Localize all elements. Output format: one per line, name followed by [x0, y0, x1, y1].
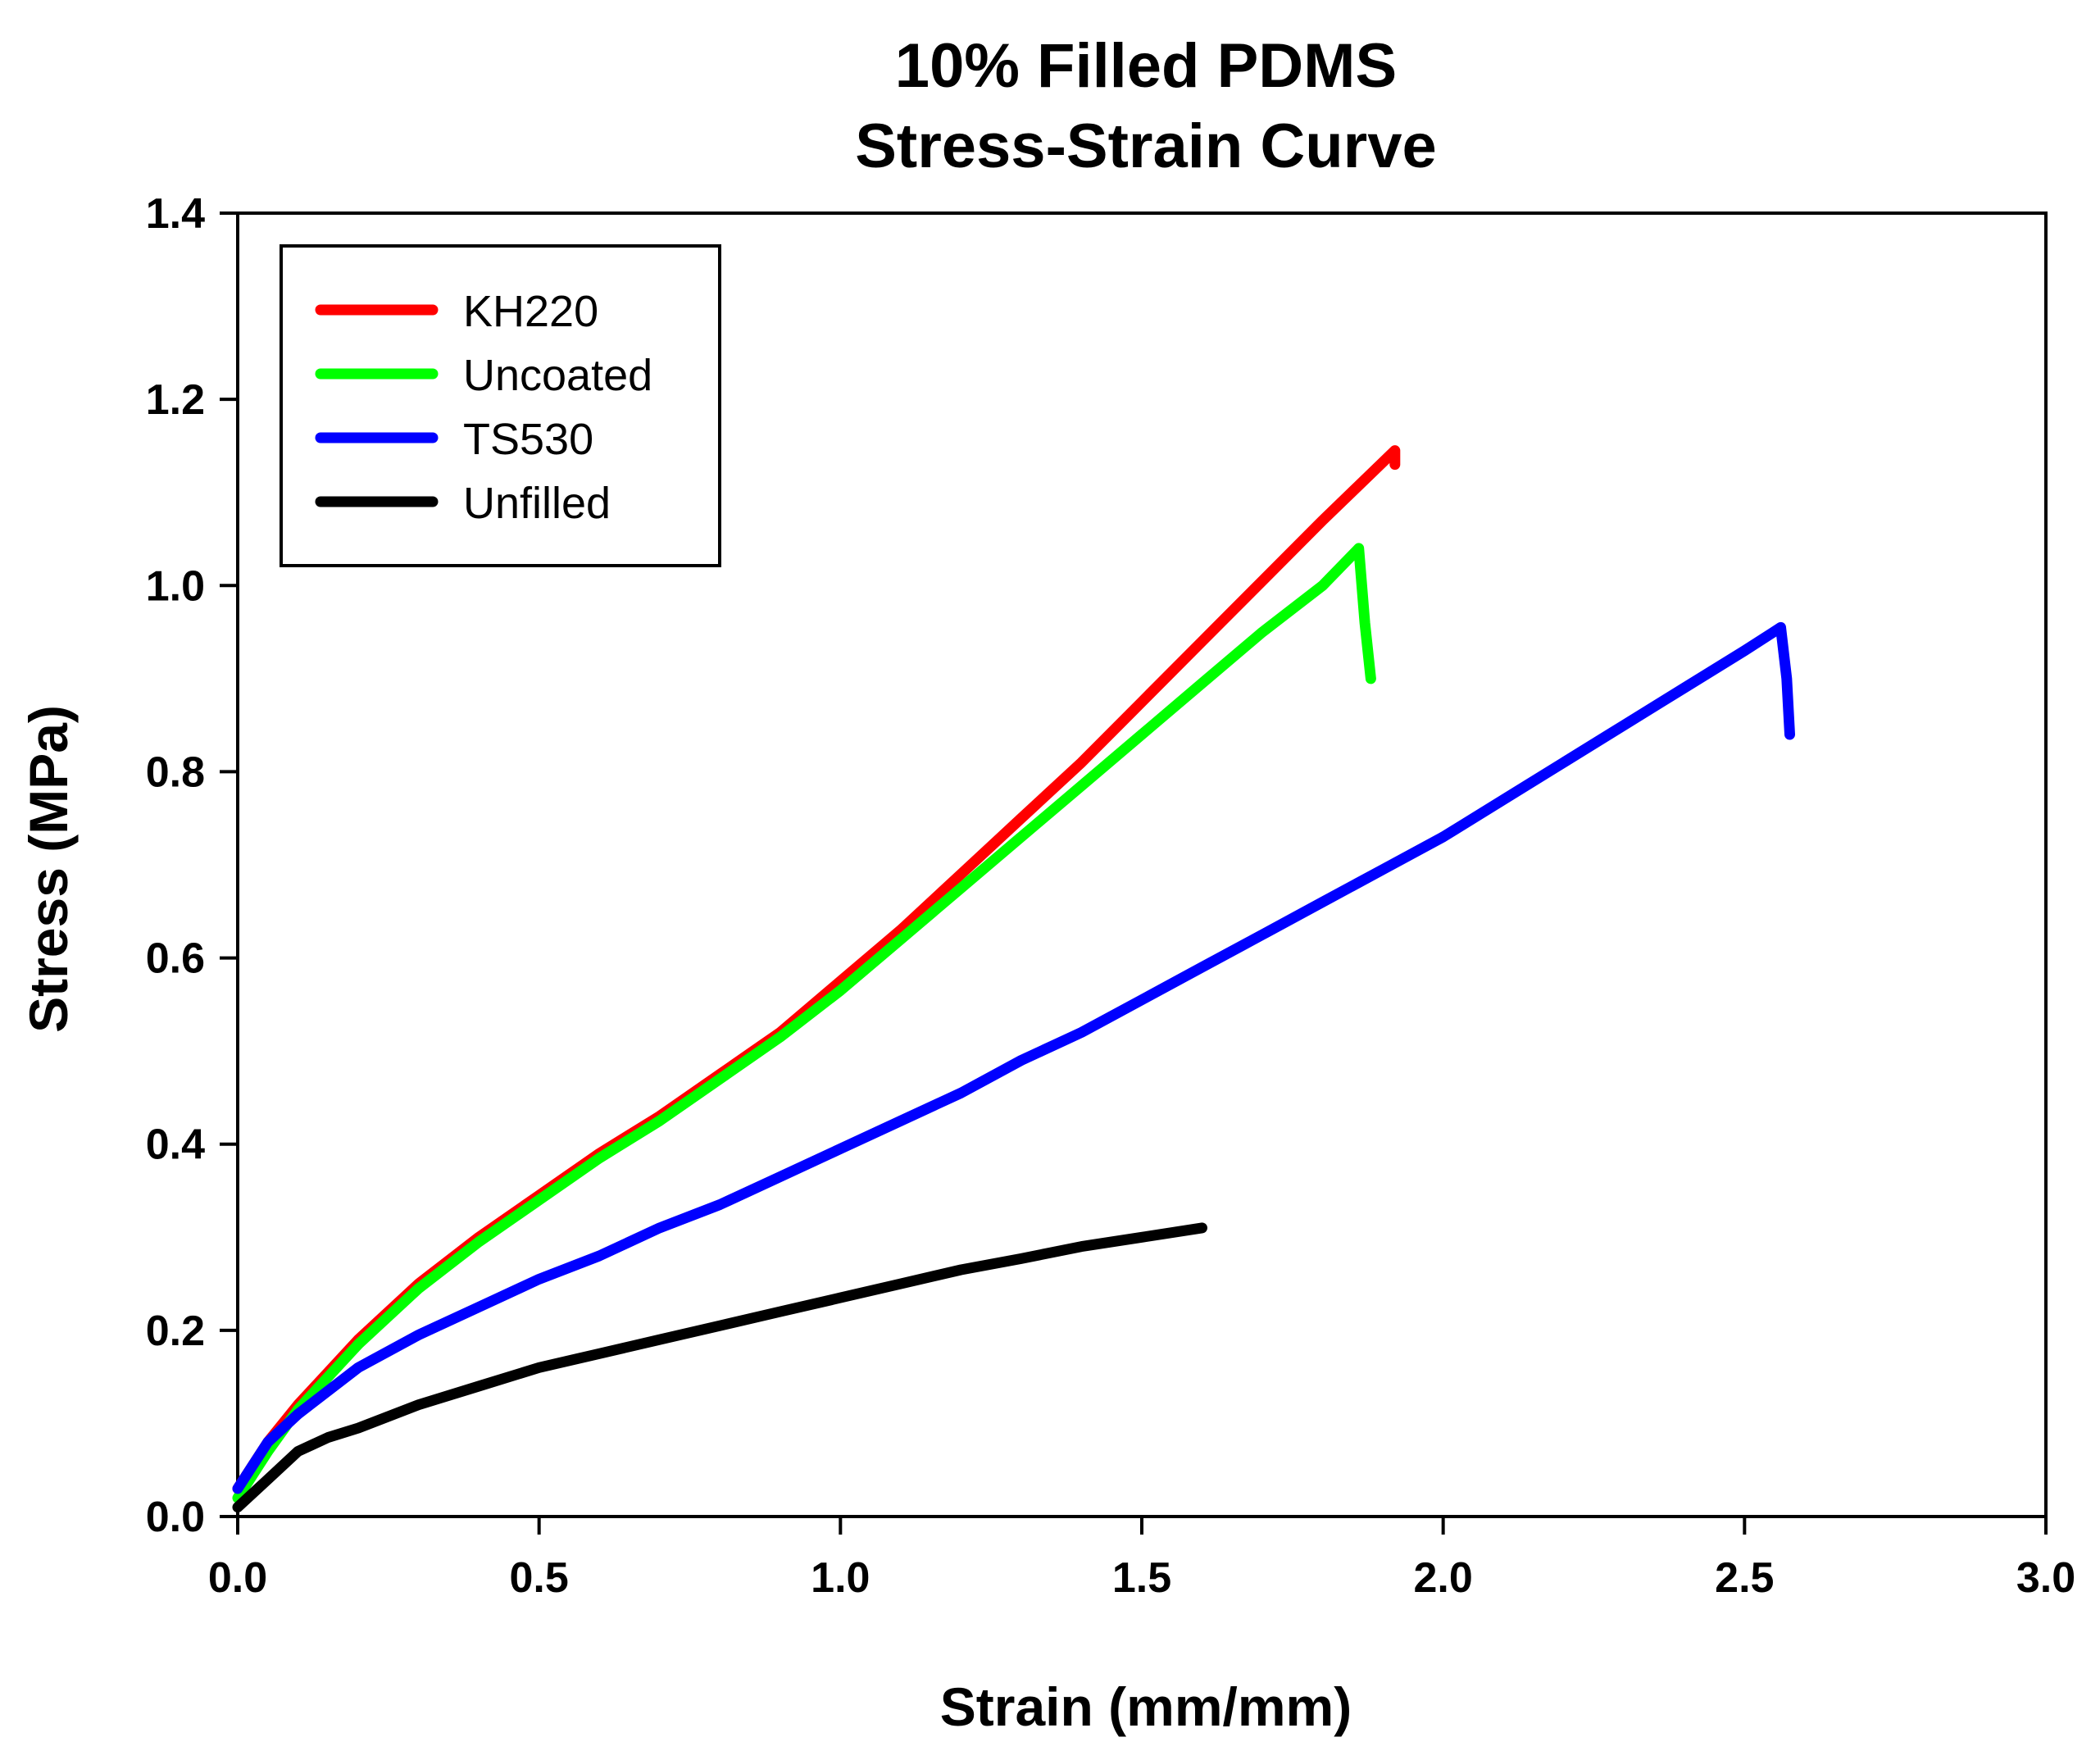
legend-label-kh220: KH220	[463, 287, 598, 336]
series-line-ts530	[232, 621, 1795, 1494]
x-tick-label: 0.0	[208, 1554, 267, 1602]
x-tick-label: 0.5	[510, 1554, 569, 1602]
x-tick-label: 2.0	[1414, 1554, 1473, 1602]
legend-label-uncoated: Uncoated	[463, 351, 652, 400]
y-tick-label: 0.2	[146, 1307, 205, 1355]
legend-box	[280, 244, 721, 567]
y-tick-label: 0.0	[146, 1494, 205, 1541]
y-tick-label: 1.0	[146, 562, 205, 610]
legend: KH220 Uncoated TS530 Unfilled	[280, 244, 721, 567]
legend-label-ts530: TS530	[463, 415, 593, 464]
y-axis: 0.0 0.2 0.4 0.6 0.8 1.0 1.2 1.4	[146, 190, 238, 1541]
y-tick-label: 0.6	[146, 935, 205, 983]
series-layer	[232, 445, 1795, 1513]
x-tick-label: 1.0	[811, 1554, 870, 1602]
x-axis: 0.0 0.5 1.0 1.5 2.0 2.5 3.0	[208, 1517, 2075, 1602]
series-line-unfilled	[232, 1222, 1207, 1513]
y-axis-title: Stress (MPa)	[18, 705, 79, 1033]
x-axis-title: Strain (mm/mm)	[940, 1676, 1352, 1737]
y-tick-label: 0.8	[146, 748, 205, 796]
legend-label-unfilled: Unfilled	[463, 479, 611, 528]
y-tick-label: 1.2	[146, 376, 205, 424]
series-line-uncoated	[232, 543, 1376, 1503]
chart-title-line-1: 10% Filled PDMS	[895, 31, 1397, 101]
x-tick-label: 1.5	[1112, 1554, 1171, 1602]
y-tick-label: 0.4	[146, 1121, 205, 1169]
y-tick-label: 1.4	[146, 190, 205, 238]
x-tick-label: 3.0	[2016, 1554, 2075, 1602]
x-tick-label: 2.5	[1715, 1554, 1774, 1602]
chart-title-line-2: Stress-Strain Curve	[855, 111, 1437, 181]
